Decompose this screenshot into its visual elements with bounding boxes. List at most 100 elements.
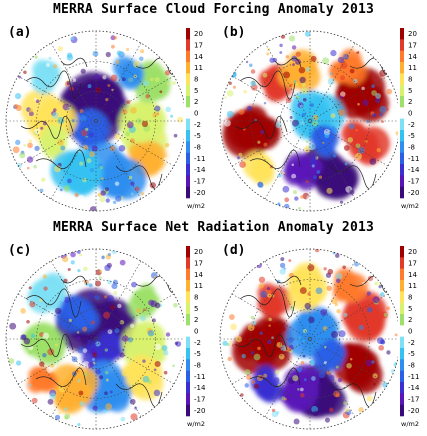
colorbar-tick-3-4: 8 <box>194 294 198 302</box>
coastline-c-1 <box>20 334 74 358</box>
anomaly-speckle-b-109 <box>295 51 301 57</box>
colorbar-tick-4-4: 8 <box>408 294 412 302</box>
panel-label-a: (a) <box>8 25 31 40</box>
anomaly-speckle-c-37 <box>87 339 91 343</box>
anomaly-speckle-d-149 <box>346 363 352 369</box>
anomaly-speckle-b-85 <box>298 207 301 210</box>
anomaly-speckle-b-71 <box>283 71 291 79</box>
anomaly-speckle-d-110 <box>318 371 326 379</box>
anomaly-speckle-c-8 <box>29 301 36 308</box>
anomaly-speckle-b-54 <box>294 196 299 201</box>
anomaly-speckle-d-154 <box>228 314 235 320</box>
colorbar-swatch-4-12 <box>400 382 404 394</box>
anomaly-speckle-b-99 <box>366 120 370 124</box>
anomaly-speckle-a-115 <box>72 78 77 82</box>
latitude-circle-c-1 <box>36 279 156 399</box>
anomaly-speckle-a-85 <box>164 70 171 76</box>
anomaly-speckle-a-11 <box>93 73 100 80</box>
anomaly-speckle-a-143 <box>80 68 86 74</box>
anomaly-speckle-b-31 <box>238 109 245 115</box>
anomaly-speckle-b-98 <box>302 97 307 102</box>
anomaly-cell-a-9-6 <box>140 67 171 98</box>
anomaly-speckle-c-114 <box>161 345 168 351</box>
colorbar-tick-2-9: -5 <box>408 132 415 140</box>
anomaly-speckle-a-16 <box>28 111 34 117</box>
colorbar-swatch-4-0 <box>400 246 404 258</box>
anomaly-speckle-c-25 <box>77 422 81 427</box>
anomaly-speckle-d-68 <box>271 408 276 413</box>
anomaly-speckle-d-6 <box>335 272 343 280</box>
panel-label-c: (c) <box>8 243 31 258</box>
colorbar-swatch-1-6 <box>186 96 190 108</box>
anomaly-speckle-c-45 <box>161 290 167 296</box>
anomaly-speckle-a-98 <box>57 139 64 146</box>
anomaly-speckle-d-87 <box>253 353 261 361</box>
colorbar-tick-3-7: 0 <box>194 328 198 336</box>
anomaly-speckle-c-115 <box>28 286 32 290</box>
coastline-b-5 <box>274 57 302 68</box>
anomaly-speckle-b-89 <box>292 63 295 67</box>
anomaly-speckle-a-45 <box>166 82 170 86</box>
colorbar-swatch-2-10 <box>400 141 404 153</box>
anomaly-speckle-b-152 <box>310 154 317 161</box>
anomaly-speckle-b-101 <box>340 61 348 69</box>
anomaly-speckle-a-43 <box>154 105 161 112</box>
panel-c: (c) <box>0 236 184 434</box>
anomaly-speckle-b-18 <box>226 110 234 118</box>
anomaly-speckle-c-7 <box>76 336 81 341</box>
anomaly-speckle-d-45 <box>276 411 280 415</box>
colorbar-tick-4-14: -20 <box>408 407 419 415</box>
anomaly-speckle-a-61 <box>28 108 33 113</box>
anomaly-speckle-a-22 <box>156 112 160 116</box>
colorbar-tick-1-12: -14 <box>194 166 206 174</box>
anomaly-speckle-d-90 <box>296 366 303 373</box>
anomaly-speckle-c-96 <box>102 409 107 414</box>
anomaly-speckle-a-90 <box>80 129 88 137</box>
colorbar-swatch-3-6 <box>186 314 190 326</box>
anomaly-speckle-a-141 <box>126 121 134 129</box>
anomaly-speckle-d-112 <box>371 360 375 364</box>
anomaly-speckle-a-107 <box>105 98 109 102</box>
colorbar-swatch-1-0 <box>186 28 190 40</box>
anomaly-speckle-b-22 <box>338 109 345 117</box>
anomaly-speckle-d-138 <box>258 283 265 289</box>
colorbar-swatch-2-3 <box>400 62 404 74</box>
anomaly-speckle-b-149 <box>304 31 311 37</box>
anomaly-speckle-d-115 <box>283 397 287 401</box>
anomaly-speckle-b-157 <box>303 37 309 43</box>
anomaly-speckle-c-68 <box>174 341 179 345</box>
anomaly-speckle-a-67 <box>165 106 172 113</box>
colorbar-tick-2-0: 20 <box>408 30 417 38</box>
anomaly-speckle-d-73 <box>319 378 323 382</box>
colorbar-tick-2-8: -2 <box>408 121 415 129</box>
colorbar-swatch-4-8 <box>400 336 404 349</box>
anomaly-speckle-d-117 <box>232 343 236 348</box>
coastline-c-5 <box>60 275 88 286</box>
colorbar-tick-2-4: 8 <box>408 76 412 84</box>
anomaly-speckle-c-40 <box>50 363 55 368</box>
anomaly-speckle-a-156 <box>74 192 79 198</box>
anomaly-speckle-a-154 <box>114 181 120 186</box>
anomaly-speckle-b-29 <box>280 34 286 39</box>
anomaly-speckle-c-89 <box>165 332 171 337</box>
anomaly-speckle-c-34 <box>48 284 54 290</box>
anomaly-speckle-d-122 <box>300 387 304 392</box>
anomaly-speckle-b-74 <box>224 96 227 99</box>
anomaly-speckle-b-86 <box>226 100 231 105</box>
colorbar-swatch-2-1 <box>400 39 404 51</box>
anomaly-speckle-a-157 <box>105 51 111 58</box>
anomaly-speckle-c-151 <box>134 290 141 297</box>
colorbar-tick-1-7: 0 <box>194 110 198 118</box>
anomaly-speckle-b-96 <box>243 89 247 94</box>
colorbar-swatch-1-2 <box>186 50 190 63</box>
anomaly-speckle-a-24 <box>107 84 111 87</box>
anomaly-speckle-d-19 <box>288 259 292 262</box>
anomaly-speckle-d-36 <box>280 345 287 352</box>
anomaly-speckle-b-119 <box>289 115 293 119</box>
anomaly-speckle-b-142 <box>295 125 299 129</box>
anomaly-speckle-b-92 <box>327 77 335 86</box>
anomaly-speckle-d-2 <box>250 315 255 320</box>
anomaly-speckle-c-108 <box>67 267 71 271</box>
anomaly-speckle-c-3 <box>68 318 73 323</box>
